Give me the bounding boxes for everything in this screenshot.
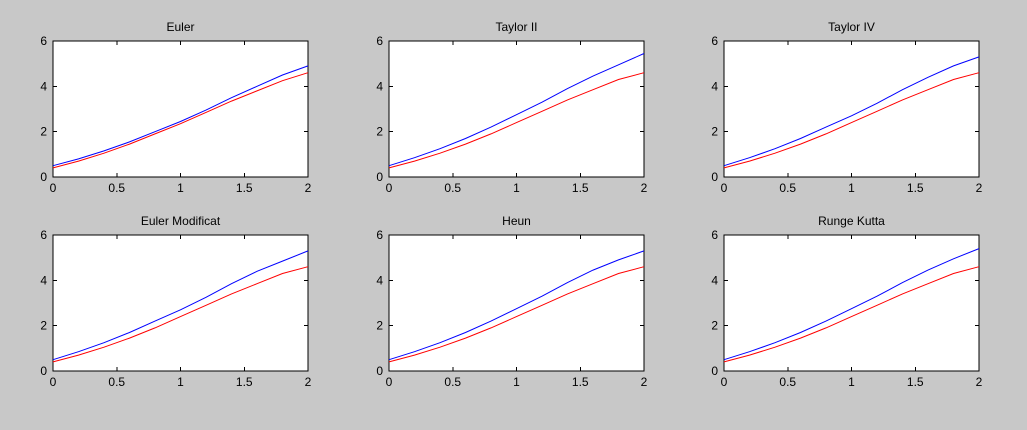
series-line-2 [388, 72, 645, 169]
x-tick-label: 0 [386, 375, 393, 389]
x-tick-label: 2 [305, 375, 312, 389]
y-tick-label: 4 [40, 79, 47, 93]
x-tick-label: 1 [177, 181, 184, 195]
y-tick-label: 0 [711, 170, 718, 184]
x-tick-label: 2 [976, 375, 983, 389]
y-tick-label: 6 [376, 34, 383, 48]
series-line-1 [388, 53, 645, 167]
x-tick-label: 0 [721, 181, 728, 195]
y-tick-label: 2 [40, 125, 47, 139]
series-line-1 [723, 248, 980, 361]
series-line-1 [52, 65, 309, 167]
subplot-title: Taylor IV [828, 20, 875, 34]
series-line-2 [52, 72, 309, 169]
y-tick-label: 2 [376, 125, 383, 139]
x-tick-label: 1 [513, 181, 520, 195]
series-line-2 [723, 266, 980, 363]
y-tick-label: 0 [376, 170, 383, 184]
x-tick-label: 0.5 [444, 181, 461, 195]
subplot-6: Runge Kutta 0 0.5 1 1.5 2 0 2 4 6 [711, 214, 982, 389]
x-tick-label: 0.5 [108, 181, 125, 195]
y-tick-label: 2 [711, 125, 718, 139]
axes-box [723, 40, 980, 178]
subplot-1: Euler 0 0.5 1 1.5 2 0 2 4 6 [40, 20, 311, 195]
x-tick-label: 0.5 [108, 375, 125, 389]
x-tick-label: 1 [848, 375, 855, 389]
subplot-2: Taylor II 0 0.5 1 1.5 2 0 2 4 6 [376, 20, 647, 195]
y-tick-label: 6 [40, 228, 47, 242]
y-tick-label: 0 [40, 364, 47, 378]
x-tick-label: 1.5 [572, 181, 589, 195]
subplot-title: Runge Kutta [818, 214, 885, 228]
x-tick-label: 1 [513, 375, 520, 389]
x-tick-label: 1.5 [907, 181, 924, 195]
series-line-1 [52, 250, 309, 361]
x-tick-label: 0.5 [779, 181, 796, 195]
y-tick-label: 6 [711, 228, 718, 242]
x-tick-label: 1.5 [907, 375, 924, 389]
x-tick-label: 2 [641, 375, 648, 389]
x-tick-label: 0.5 [444, 375, 461, 389]
subplot-title: Euler Modificat [141, 214, 221, 228]
series-line-2 [723, 72, 980, 169]
series-line-2 [52, 266, 309, 363]
x-tick-label: 1 [177, 375, 184, 389]
axes-box [388, 234, 645, 372]
axes-box [723, 234, 980, 372]
subplot-title: Euler [166, 20, 194, 34]
subplot-3: Taylor IV 0 0.5 1 1.5 2 0 2 4 6 [711, 20, 982, 195]
x-tick-label: 1.5 [572, 375, 589, 389]
y-tick-label: 0 [40, 170, 47, 184]
y-tick-label: 6 [376, 228, 383, 242]
y-tick-label: 4 [376, 79, 383, 93]
series-line-1 [388, 250, 645, 361]
x-tick-label: 2 [305, 181, 312, 195]
series-line-1 [723, 56, 980, 167]
y-tick-label: 0 [711, 364, 718, 378]
axes-box [52, 234, 309, 372]
x-tick-label: 2 [976, 181, 983, 195]
y-tick-label: 4 [711, 273, 718, 287]
x-tick-label: 0 [721, 375, 728, 389]
x-tick-label: 0 [386, 181, 393, 195]
x-tick-label: 1 [848, 181, 855, 195]
y-tick-label: 4 [711, 79, 718, 93]
y-tick-label: 6 [40, 34, 47, 48]
x-tick-label: 2 [641, 181, 648, 195]
y-tick-label: 2 [40, 319, 47, 333]
x-tick-label: 0 [50, 375, 57, 389]
y-tick-label: 2 [711, 319, 718, 333]
y-tick-label: 4 [40, 273, 47, 287]
x-tick-label: 1.5 [236, 181, 253, 195]
x-tick-label: 1.5 [236, 375, 253, 389]
y-tick-label: 6 [711, 34, 718, 48]
y-tick-label: 2 [376, 319, 383, 333]
x-tick-label: 0.5 [779, 375, 796, 389]
x-tick-label: 0 [50, 181, 57, 195]
axes-box [52, 40, 309, 178]
subplot-title: Taylor II [495, 20, 537, 34]
series-line-2 [388, 266, 645, 363]
y-tick-label: 0 [376, 364, 383, 378]
subplot-5: Heun 0 0.5 1 1.5 2 0 2 4 6 [376, 214, 647, 389]
axes-box [388, 40, 645, 178]
subplot-title: Heun [502, 214, 531, 228]
subplot-4: Euler Modificat 0 0.5 1 1.5 2 0 2 4 6 [40, 214, 311, 389]
y-tick-label: 4 [376, 273, 383, 287]
